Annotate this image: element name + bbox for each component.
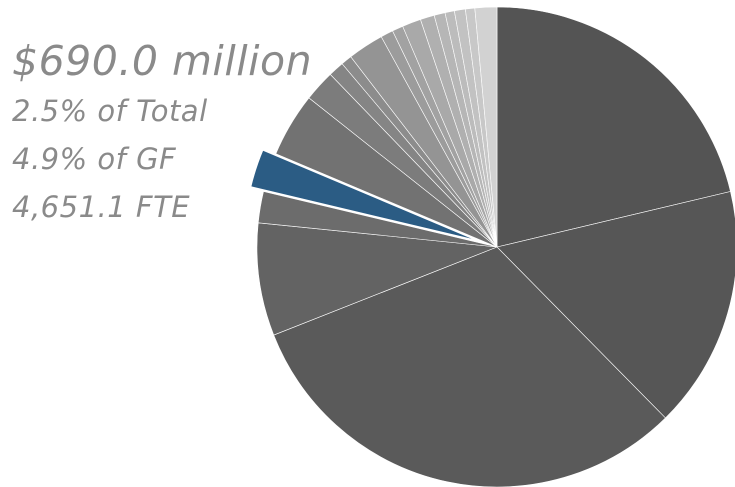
pie-slice [474,6,498,248]
callout-share-total: 2.5% of Total [12,94,208,128]
pie-slice [257,191,498,248]
callout-fte: 4,651.1 FTE [12,190,191,224]
pie-slice [273,246,666,487]
pie-slice-highlighted [248,148,485,244]
callout-amount: $690.0 million [12,37,313,85]
pie-slice [496,6,731,248]
pie-slices [248,6,735,487]
callout-share-gf: 4.9% of GF [12,142,177,176]
pie-slice [256,222,498,336]
